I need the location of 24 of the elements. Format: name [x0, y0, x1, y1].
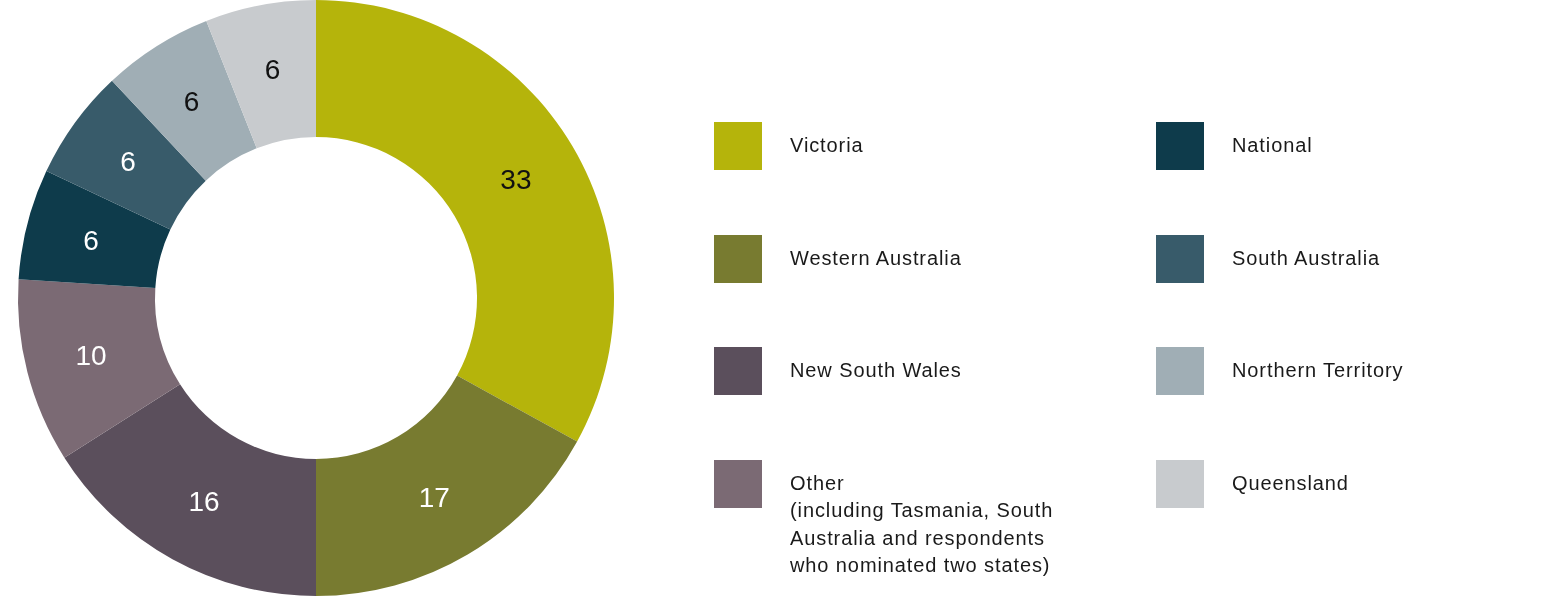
- data-label: 33: [500, 164, 532, 196]
- data-label: 16: [188, 486, 220, 518]
- donut-slice: [18, 171, 171, 288]
- donut-slice: [46, 80, 206, 230]
- legend-label: New South Wales: [790, 358, 962, 383]
- donut-slice: [316, 0, 614, 442]
- legend-label: Victoria: [790, 133, 864, 158]
- legend-label: Northern Territory: [1232, 358, 1404, 383]
- data-label: 6: [83, 224, 99, 256]
- data-label: 10: [75, 340, 107, 372]
- donut-slice: [206, 0, 316, 149]
- data-label: 6: [183, 86, 200, 118]
- legend-label: Other (including Tasmania, South Australia and respondents who nominated two states): [790, 470, 1055, 578]
- legend-label: South Australia: [1232, 245, 1381, 271]
- legend-label: National: [1232, 133, 1313, 158]
- legend-label: Queensland: [1232, 470, 1349, 496]
- data-label: 17: [418, 482, 450, 514]
- donut-slice: [64, 384, 316, 596]
- data-label: 6: [120, 145, 136, 177]
- data-label: 6: [264, 54, 281, 86]
- legend-label: Western Australia: [790, 245, 962, 271]
- donut-slice: [18, 279, 181, 458]
- donut-slice: [316, 375, 578, 596]
- donut-slice: [112, 20, 257, 181]
